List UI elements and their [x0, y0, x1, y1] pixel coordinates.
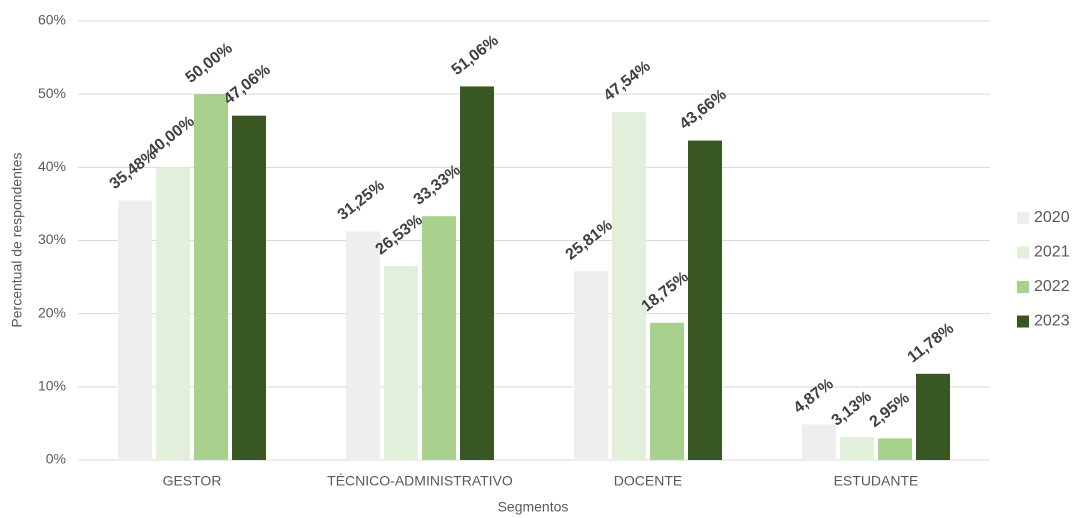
- data-label: 51,06%: [449, 32, 502, 79]
- x-tick-label: DOCENTE: [614, 473, 682, 489]
- bar: [194, 94, 228, 461]
- bar: [460, 86, 494, 460]
- y-tick-label: 10%: [38, 378, 66, 394]
- bar: [878, 438, 912, 460]
- bar: [688, 140, 722, 461]
- y-tick-label: 20%: [38, 304, 66, 320]
- legend-swatch: [1017, 315, 1029, 328]
- bar: [118, 200, 152, 460]
- bar: [346, 231, 380, 460]
- bar: [232, 115, 266, 460]
- legend-label: 2021: [1034, 244, 1070, 261]
- legend-swatch: [1017, 246, 1029, 259]
- data-label: 31,25%: [335, 177, 388, 224]
- y-tick-label: 0%: [46, 451, 66, 467]
- y-tick-label: 40%: [38, 158, 66, 174]
- bar: [802, 424, 836, 460]
- data-label: 47,06%: [221, 61, 274, 108]
- data-label: 47,54%: [601, 58, 654, 105]
- data-label: 40,00%: [145, 113, 198, 160]
- legend-label: 2022: [1034, 278, 1070, 295]
- bar: [156, 167, 190, 461]
- y-tick-label: 30%: [38, 231, 66, 247]
- bar: [650, 322, 684, 460]
- legend-swatch: [1017, 212, 1029, 224]
- data-label: 18,75%: [639, 268, 692, 315]
- bar: [384, 265, 418, 460]
- x-tick-label: TÉCNICO-ADMINISTRATIVO: [327, 473, 513, 489]
- bar: [840, 437, 874, 460]
- data-label: 26,53%: [373, 212, 426, 259]
- data-label: 3,13%: [829, 388, 875, 429]
- data-label: 50,00%: [183, 40, 236, 87]
- bar: [916, 373, 950, 460]
- y-axis-title: Percentual de respondentes: [9, 152, 25, 327]
- bar: [574, 271, 608, 460]
- data-label: 4,87%: [791, 376, 837, 417]
- bar: [612, 112, 646, 461]
- x-axis-title: Segmentos: [498, 499, 569, 515]
- data-label: 2,95%: [867, 390, 913, 431]
- y-tick-label: 50%: [38, 85, 66, 101]
- data-label: 11,78%: [905, 320, 958, 366]
- y-tick-label: 60%: [38, 12, 66, 28]
- legend-label: 2023: [1034, 313, 1070, 330]
- data-label: 43,66%: [677, 86, 730, 133]
- bar: [422, 216, 456, 460]
- data-label: 33,33%: [411, 162, 464, 209]
- legend-swatch: [1017, 281, 1029, 293]
- x-tick-label: ESTUDANTE: [834, 473, 919, 489]
- legend-label: 2020: [1034, 209, 1070, 226]
- x-tick-label: GESTOR: [163, 473, 222, 489]
